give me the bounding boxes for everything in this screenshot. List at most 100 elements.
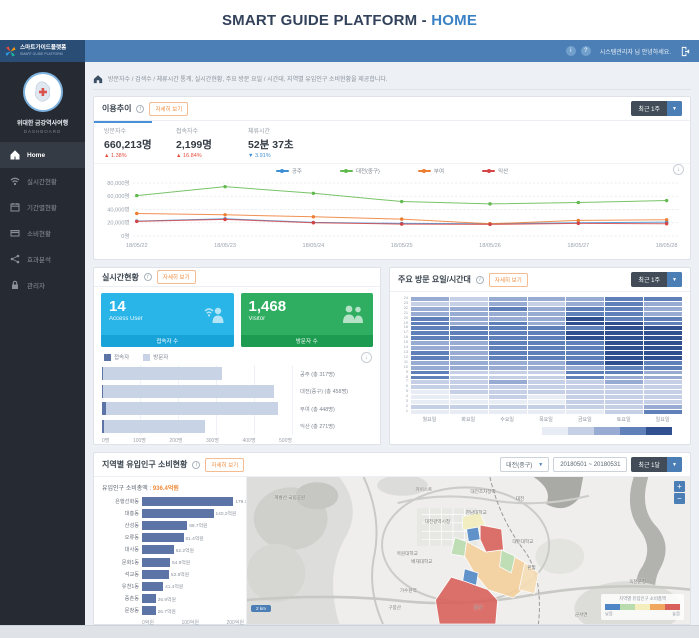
heatmap-cell [450,331,488,335]
chevron-down-icon: ▼ [667,457,682,472]
region-detail-button[interactable]: 자세히 보기 [205,458,244,472]
sidebar-menu: Home 실시간현황기간별현황소비현황효과분석관리자 [0,142,85,298]
heatmap-cell [644,390,682,394]
realtime-bar-legend: 접속자 방문자 ↓ [94,350,380,363]
heatmap-cell [450,312,488,316]
heatmap-cell [450,341,488,345]
consumption-bar [142,606,156,615]
sidebar-item-period[interactable]: 기간별현황 [0,194,85,220]
consumption-bar [142,570,169,579]
heatmap-cell [450,326,488,330]
heatmap-cell [566,380,604,384]
region-bar-row: 유천1동41.4억원 [100,580,244,592]
sidebar-item-consumption[interactable]: 소비현황 [0,220,85,246]
svg-text:18/05/26: 18/05/26 [479,243,501,249]
heatmap-cell [411,322,449,326]
legend-item[interactable]: 대전(중구) [340,167,380,175]
heatmap-cell [605,371,643,375]
heatmap-cell [450,380,488,384]
sidebar-item-label: 기간별현황 [27,202,57,212]
sidebar-item-home[interactable]: Home [0,142,85,168]
usage-detail-button[interactable]: 자세히 보기 [149,102,188,116]
app-window: SMART GUIDE PLATFORM - HOME 스마트가이드플랫폼 SM… [0,0,699,638]
logout-icon[interactable] [680,46,691,57]
heatmap-cell [528,390,566,394]
svg-text:18/05/23: 18/05/23 [214,243,236,249]
heatmap-cell [411,376,449,380]
heatmap-cell [644,317,682,321]
zoom-out-button[interactable]: − [674,493,685,504]
heatmap-cell [528,307,566,311]
card-icon [10,228,20,238]
heatmap-cell [605,405,643,409]
realtime-detail-button[interactable]: 자세히 보기 [157,270,196,284]
heatmap-cell [528,410,566,414]
heatmap-cell [605,400,643,404]
heatmap-cell [644,356,682,360]
heatmap-cell [411,385,449,389]
zoom-in-button[interactable]: + [674,481,685,492]
heatmap-cell [450,336,488,340]
sidebar-item-label: 실시간현황 [27,176,57,186]
consumption-bar [142,521,187,530]
sidebar: 위대한 금강역사여행 DASHBOARD Home 실시간현황기간별현황소비현황효… [0,62,85,625]
heatmap-cell [528,395,566,399]
region-bar-label: 중촌동 [100,595,142,602]
heatmap-cell [566,326,604,330]
consumption-value: 140.2억원 [216,510,237,517]
region-select[interactable]: 대전(중구) ▼ [500,457,549,472]
info-icon[interactable]: i [566,46,576,56]
sidebar-item-realtime[interactable]: 실시간현황 [0,168,85,194]
region-bar-label: 대흥동 [100,510,142,517]
consumption-map[interactable]: 계룡산 국립공원카이스트대전조차장역대전한남대학교대전광역시청대전대학교목원대학… [246,477,690,624]
heatmap-cell [605,390,643,394]
heatmap-cell [644,312,682,316]
heatmap-cell [566,346,604,350]
app-logo[interactable]: 스마트가이드플랫폼 SMART GUIDE PLATFORM [0,40,85,62]
profile-subtitle: DASHBOARD [0,129,85,134]
region-info-icon[interactable]: i [192,461,200,469]
heatmap-detail-button[interactable]: 자세히 보기 [489,273,528,287]
choropleth-region-blue-1 [467,527,481,542]
heatmap-cell [605,351,643,355]
legend-item[interactable]: 익산 [482,167,508,175]
heatmap-cell [411,336,449,340]
logo-title: 스마트가이드플랫폼 [20,46,66,52]
legend-item[interactable]: 방문자 [143,353,168,361]
heatmap-cell [411,317,449,321]
heatmap-cell [644,326,682,330]
sidebar-item-admin[interactable]: 관리자 [0,272,85,298]
heatmap-cell [450,297,488,301]
avatar [23,72,63,112]
heatmap-cell [566,302,604,306]
chevron-down-icon: ▼ [538,462,543,468]
download-icon[interactable]: ↓ [673,164,684,175]
chevron-down-icon: ▼ [667,101,682,116]
heatmap-cell [489,395,527,399]
region-period-select[interactable]: 최근 1달 ▼ [631,457,682,472]
realtime-bar-chart: 공주 (총 317명)대전(중구) (총 458명)부여 (총 448명)익산 … [94,363,380,444]
sidebar-item-label: 관리자 [27,280,45,290]
date-range-field[interactable]: 20180501 ~ 20180531 [553,457,627,472]
heatmap-cell [644,322,682,326]
chevron-down-icon: ▼ [667,272,682,287]
legend-item[interactable]: 공주 [276,167,302,175]
heatmap-cell [528,376,566,380]
heatmap-cell [605,356,643,360]
help-icon[interactable]: ? [581,46,591,56]
heatmap-cell [411,366,449,370]
consumption-bar [142,497,233,506]
realtime-info-icon[interactable]: i [144,273,152,281]
heatmap-period-select[interactable]: 최근 1주 ▼ [631,272,682,287]
region-panel-title: 지역별 유입인구 소비현황 [102,459,187,470]
legend-item[interactable]: 접속자 [104,353,129,361]
download-icon[interactable]: ↓ [361,352,372,363]
heatmap-cell [644,351,682,355]
heatmap-cell [489,326,527,330]
legend-item[interactable]: 부여 [418,167,444,175]
heatmap-info-icon[interactable]: i [476,276,484,284]
sidebar-item-effect[interactable]: 효과분석 [0,246,85,272]
usage-info-icon[interactable]: i [136,105,144,113]
profile-name: 위대한 금강역사여행 [0,118,85,127]
usage-period-select[interactable]: 최근 1주 ▼ [631,101,682,116]
